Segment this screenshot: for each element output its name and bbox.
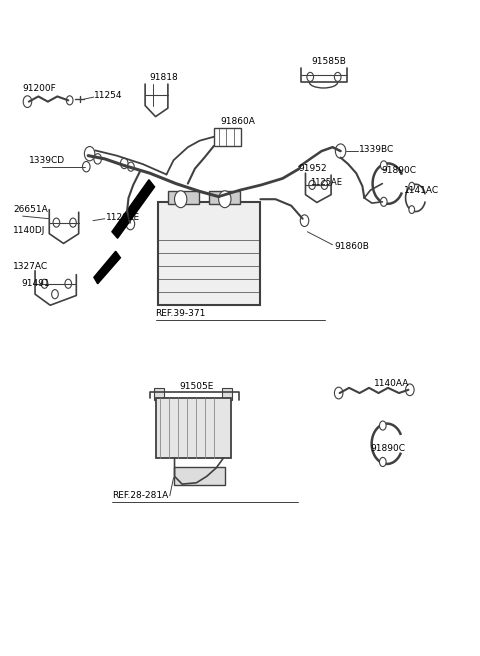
Text: 11254: 11254 (95, 91, 123, 100)
Text: 26651A: 26651A (13, 205, 48, 214)
Circle shape (335, 72, 341, 81)
Circle shape (126, 218, 135, 230)
Circle shape (53, 218, 60, 227)
Circle shape (409, 182, 415, 190)
Bar (158, 203, 261, 305)
Text: 1327AC: 1327AC (13, 262, 48, 271)
Text: 91505E: 91505E (179, 382, 214, 391)
Text: 1339CD: 1339CD (29, 155, 65, 165)
Polygon shape (94, 251, 120, 284)
Circle shape (406, 384, 414, 396)
Bar (174, 467, 225, 485)
Bar (156, 398, 230, 458)
Circle shape (336, 144, 346, 158)
Circle shape (66, 96, 73, 105)
Text: 91491: 91491 (22, 279, 50, 288)
Circle shape (128, 162, 134, 171)
Circle shape (175, 191, 187, 208)
Circle shape (381, 197, 387, 207)
Polygon shape (112, 180, 155, 238)
Circle shape (309, 180, 315, 190)
Circle shape (380, 421, 386, 430)
Text: REF.28-281A: REF.28-281A (112, 491, 168, 501)
Circle shape (120, 158, 128, 169)
Circle shape (70, 218, 76, 227)
Bar (214, 128, 241, 146)
Circle shape (83, 161, 90, 172)
Text: 91200F: 91200F (23, 84, 57, 93)
Bar (222, 388, 232, 400)
Circle shape (335, 387, 343, 399)
Bar (168, 192, 199, 205)
Text: 1140DJ: 1140DJ (13, 226, 46, 235)
Text: 91585B: 91585B (311, 57, 346, 66)
Text: 91860A: 91860A (220, 117, 255, 126)
Circle shape (23, 96, 32, 108)
Circle shape (381, 161, 387, 170)
Text: 91952: 91952 (298, 164, 326, 173)
Circle shape (409, 206, 415, 213)
Bar (209, 192, 240, 205)
Text: REF.39-371: REF.39-371 (156, 309, 206, 318)
Circle shape (300, 215, 309, 226)
Circle shape (380, 457, 386, 466)
Circle shape (307, 72, 313, 81)
Text: 1141AC: 1141AC (404, 186, 439, 195)
Bar (154, 388, 164, 400)
Circle shape (65, 279, 72, 289)
Text: 1140AA: 1140AA (374, 379, 409, 388)
Text: 1339BC: 1339BC (359, 145, 394, 154)
Circle shape (321, 180, 328, 190)
Circle shape (84, 146, 95, 161)
Circle shape (94, 154, 101, 164)
Text: 91890C: 91890C (382, 166, 416, 175)
Text: 91860B: 91860B (334, 242, 369, 251)
Circle shape (41, 279, 48, 289)
Text: 1125AE: 1125AE (310, 178, 342, 187)
Text: 91890C: 91890C (371, 444, 406, 453)
Circle shape (219, 191, 231, 208)
Text: 91818: 91818 (149, 73, 178, 82)
Text: 1129EE: 1129EE (106, 213, 140, 222)
Circle shape (52, 289, 58, 298)
